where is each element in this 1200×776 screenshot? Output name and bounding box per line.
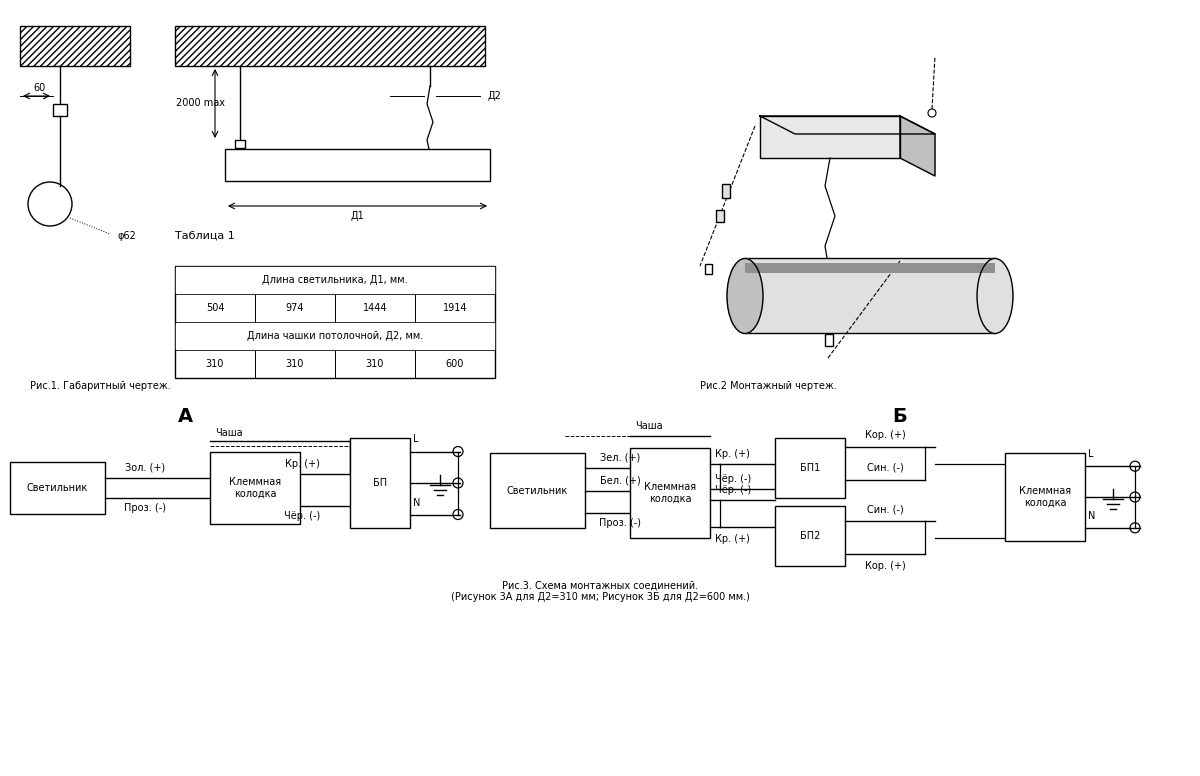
Bar: [10, 462, 106, 514]
Text: Син. (-): Син. (-): [866, 463, 904, 473]
Bar: [210, 452, 300, 524]
Text: Проз. (-): Проз. (-): [124, 504, 166, 514]
Bar: [826, 334, 833, 346]
Bar: [350, 438, 410, 528]
Text: Проз. (-): Проз. (-): [599, 518, 641, 528]
Text: L: L: [413, 435, 419, 445]
Text: Б: Б: [893, 407, 907, 425]
Bar: [176, 267, 494, 293]
Bar: [706, 264, 712, 274]
Text: Клеммная
колодка: Клеммная колодка: [1019, 487, 1072, 508]
Text: Длина светильника, Д1, мм.: Длина светильника, Д1, мм.: [262, 275, 408, 285]
Text: Д1: Д1: [350, 211, 364, 221]
Text: 1914: 1914: [443, 303, 467, 313]
Bar: [20, 26, 130, 66]
Bar: [775, 438, 845, 498]
Bar: [425, 168, 436, 176]
Text: Кр. (+): Кр. (+): [715, 534, 750, 544]
Text: Чёр. (-): Чёр. (-): [283, 511, 320, 521]
Bar: [775, 506, 845, 566]
Text: Кор. (+): Кор. (+): [865, 561, 905, 571]
Text: Рис.1. Габаритный чертеж.: Рис.1. Габаритный чертеж.: [30, 381, 170, 391]
Text: 310: 310: [286, 359, 304, 369]
Text: 600: 600: [446, 359, 464, 369]
Text: Кр. (+): Кр. (+): [286, 459, 320, 469]
Text: 504: 504: [205, 303, 224, 313]
Text: Светильник: Светильник: [506, 486, 568, 496]
Text: 310: 310: [366, 359, 384, 369]
Text: Зел. (+): Зел. (+): [600, 453, 640, 463]
Text: Кр. (+): Кр. (+): [715, 449, 750, 459]
Polygon shape: [760, 116, 900, 158]
Text: φ62: φ62: [118, 231, 137, 241]
Text: 310: 310: [206, 359, 224, 369]
Text: БП1: БП1: [800, 463, 820, 473]
Bar: [490, 453, 586, 528]
Bar: [175, 266, 496, 378]
Bar: [175, 26, 485, 66]
Bar: [1006, 453, 1085, 541]
Bar: [176, 323, 494, 349]
Text: 60: 60: [34, 83, 46, 93]
Text: БП: БП: [373, 478, 388, 488]
Text: Рис.3. Схема монтажных соединений.
(Рисунок 3А для Д2=310 мм; Рисунок 3Б для Д2=: Рис.3. Схема монтажных соединений. (Рису…: [450, 580, 750, 602]
Text: Таблица 1: Таблица 1: [175, 231, 235, 241]
Ellipse shape: [727, 258, 763, 334]
Bar: [53, 104, 67, 116]
Text: Син. (-): Син. (-): [866, 504, 904, 514]
Text: Длина чашки потолочной, Д2, мм.: Длина чашки потолочной, Д2, мм.: [247, 331, 424, 341]
Bar: [226, 149, 490, 181]
Text: А: А: [178, 407, 192, 425]
Text: Светильник: Светильник: [26, 483, 88, 493]
Bar: [235, 140, 245, 148]
Text: 1444: 1444: [362, 303, 388, 313]
Text: Зол. (+): Зол. (+): [125, 462, 166, 473]
Text: Клеммная
колодка: Клеммная колодка: [229, 477, 281, 499]
Text: Рис.2 Монтажный чертеж.: Рис.2 Монтажный чертеж.: [700, 381, 836, 391]
Text: Чёр. (-): Чёр. (-): [715, 473, 751, 483]
Text: L: L: [1088, 449, 1093, 459]
Bar: [745, 258, 995, 333]
Text: Чаша: Чаша: [635, 421, 662, 431]
Text: БП2: БП2: [800, 531, 820, 541]
Text: Бел. (+): Бел. (+): [600, 476, 641, 486]
Ellipse shape: [977, 258, 1013, 334]
Text: Чёр. (-): Чёр. (-): [715, 485, 751, 495]
Text: Клеммная
колодка: Клеммная колодка: [644, 482, 696, 504]
Text: N: N: [413, 497, 420, 508]
Text: N: N: [1088, 511, 1096, 521]
Text: 974: 974: [286, 303, 305, 313]
Bar: [630, 448, 710, 538]
Bar: [722, 184, 730, 198]
Polygon shape: [760, 116, 935, 134]
Text: Кор. (+): Кор. (+): [865, 430, 905, 440]
Bar: [716, 210, 724, 222]
Bar: [745, 263, 995, 273]
Text: 2000 max: 2000 max: [175, 98, 224, 108]
Text: Д2: Д2: [488, 91, 502, 101]
Text: Чаша: Чаша: [215, 428, 242, 438]
Polygon shape: [900, 116, 935, 176]
